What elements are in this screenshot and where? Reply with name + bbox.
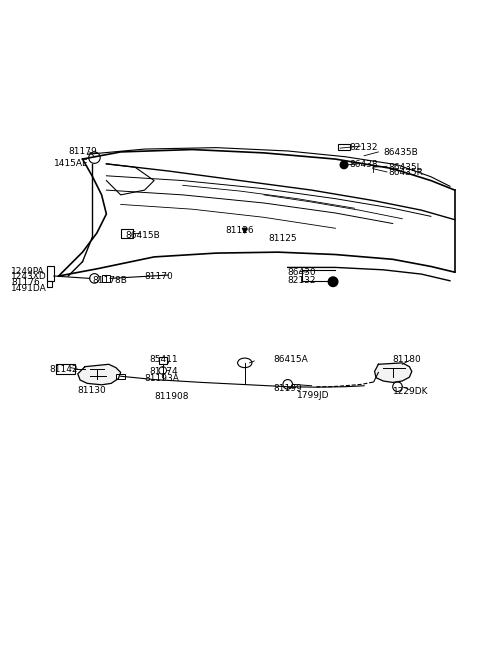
Text: 81125: 81125 <box>269 235 297 243</box>
Text: 1415AE: 1415AE <box>54 160 88 168</box>
Text: 1799JD: 1799JD <box>297 391 330 400</box>
Text: 81142: 81142 <box>49 365 78 374</box>
Polygon shape <box>242 228 247 233</box>
Bar <box>120 229 132 238</box>
Text: 82132: 82132 <box>350 143 378 152</box>
Circle shape <box>328 277 338 286</box>
Text: 811908: 811908 <box>154 392 189 401</box>
Text: 86415B: 86415B <box>125 231 160 240</box>
Ellipse shape <box>238 358 252 368</box>
Text: 81126: 81126 <box>226 226 254 235</box>
Text: 81178B: 81178B <box>92 277 127 285</box>
Text: 85411: 85411 <box>149 355 178 364</box>
Text: 81180: 81180 <box>393 355 421 364</box>
Bar <box>116 374 124 379</box>
Text: 81174: 81174 <box>149 367 178 376</box>
Text: 1249PA: 1249PA <box>11 267 45 276</box>
Circle shape <box>340 161 348 169</box>
Text: 1243XD: 1243XD <box>11 273 47 281</box>
Text: 86438: 86438 <box>350 160 378 170</box>
Text: 86435L: 86435L <box>388 163 421 171</box>
Text: 86435R: 86435R <box>388 168 423 177</box>
Polygon shape <box>78 364 120 385</box>
Bar <box>338 144 350 150</box>
Text: 1491DA: 1491DA <box>11 284 47 293</box>
Text: 86430: 86430 <box>288 267 316 277</box>
Text: 81176: 81176 <box>11 278 40 287</box>
Bar <box>102 275 110 282</box>
Bar <box>47 267 54 281</box>
Text: 81179: 81179 <box>68 147 97 156</box>
Bar <box>56 364 75 374</box>
Text: 81170: 81170 <box>144 273 173 281</box>
Text: 86435B: 86435B <box>383 148 418 158</box>
Text: 81193A: 81193A <box>144 374 180 382</box>
Text: 82132: 82132 <box>288 277 316 285</box>
Text: 1229DK: 1229DK <box>393 387 428 396</box>
Bar <box>47 281 52 286</box>
Text: 81130: 81130 <box>78 386 107 395</box>
Text: 86415A: 86415A <box>274 355 308 364</box>
Text: 81199: 81199 <box>274 384 302 393</box>
Polygon shape <box>374 363 412 382</box>
Bar <box>159 357 168 364</box>
